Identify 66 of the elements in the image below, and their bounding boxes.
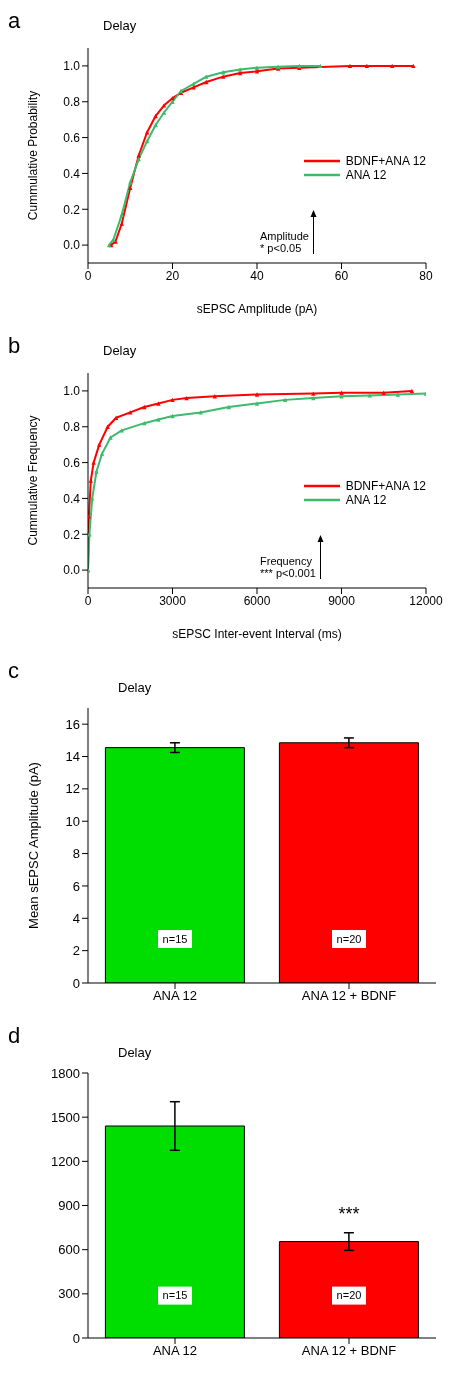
y-tick-label: 0.0: [63, 238, 81, 253]
chart-title: Delay: [103, 343, 137, 358]
y-tick-label: 0.2: [63, 202, 81, 217]
annotation: * p<0.05: [260, 241, 302, 254]
y-tick-label: 10: [65, 813, 80, 829]
y-tick-label: 0.6: [63, 455, 81, 470]
y-tick-label: 1200: [51, 1153, 80, 1169]
y-tick-label: 8: [72, 846, 80, 862]
y-tick-label: 0.2: [63, 527, 81, 542]
y-tick-label: 0.8: [63, 95, 81, 110]
y-tick-label: 0: [72, 975, 80, 991]
x-axis-title: sEPSC Inter-event Interval (ms): [172, 627, 342, 641]
y-tick-label: 1.0: [63, 59, 81, 74]
y-axis-title: Mean sEPSC Amplitude (pA): [25, 762, 41, 929]
y-tick-label: 12: [65, 781, 80, 797]
y-tick-label: 900: [58, 1198, 80, 1214]
legend-label: ANA 12: [345, 493, 387, 508]
x-tick-label: 12000: [409, 593, 444, 608]
annotation: ***: [338, 1204, 360, 1225]
y-tick-label: 0: [72, 1330, 80, 1346]
annotation: n=15: [162, 1289, 188, 1302]
y-tick-label: 600: [58, 1242, 80, 1258]
y-tick-label: 300: [58, 1286, 80, 1302]
y-tick-label: 1500: [51, 1109, 80, 1125]
x-tick-label: 60: [334, 268, 349, 283]
legend-label: BDNF+ANA 12: [345, 479, 426, 494]
chart-title: Delay: [118, 1045, 152, 1060]
x-tick-label: ANA 12 + BDNF: [301, 988, 397, 1004]
x-tick-label: 0: [84, 593, 92, 608]
y-tick-label: 6: [72, 878, 80, 894]
chart-title: Delay: [103, 18, 137, 33]
y-tick-label: 1.0: [63, 384, 81, 399]
annotation: n=15: [162, 932, 188, 945]
chart-title: Delay: [118, 680, 152, 695]
legend-label: ANA 12: [345, 168, 387, 183]
annotation: Amplitude: [260, 229, 309, 242]
y-axis-title: Cummulative Probability: [26, 90, 41, 221]
text: a: [8, 8, 21, 34]
y-tick-label: 0.8: [63, 420, 81, 435]
annotation: Frequency: [260, 554, 313, 567]
y-tick-label: 0.4: [63, 491, 81, 506]
x-axis-title: sEPSC Amplitude (pA): [196, 302, 318, 316]
x-tick-label: 9000: [328, 593, 356, 608]
x-tick-label: ANA 12 + BDNF: [301, 1343, 397, 1359]
y-tick-label: 14: [65, 749, 80, 765]
x-tick-label: 40: [250, 268, 264, 283]
x-tick-label: 20: [165, 268, 180, 283]
y-tick-label: 0.4: [63, 166, 81, 181]
x-tick-label: 3000: [159, 593, 187, 608]
y-tick-label: 4: [72, 910, 80, 926]
text: d: [8, 1023, 21, 1049]
y-tick-label: 0.6: [63, 130, 81, 145]
y-axis-title: Cummulative Frequency: [26, 415, 41, 546]
annotation: n=20: [336, 932, 362, 945]
y-tick-label: 16: [65, 716, 80, 732]
x-tick-label: 0: [84, 268, 92, 283]
annotation: *** p<0.001: [260, 566, 316, 579]
y-tick-label: 2: [72, 943, 80, 959]
y-tick-label: 0.0: [63, 563, 81, 578]
x-tick-label: 6000: [243, 593, 271, 608]
annotation: n=20: [336, 1289, 362, 1302]
text: c: [8, 658, 19, 684]
legend-label: BDNF+ANA 12: [345, 154, 426, 169]
y-tick-label: 1800: [51, 1065, 80, 1081]
x-tick-label: 80: [419, 268, 433, 283]
text: b: [8, 333, 21, 359]
